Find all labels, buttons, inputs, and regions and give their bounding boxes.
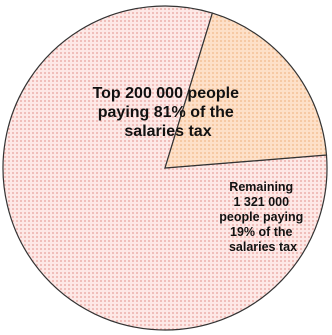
- pie-slice-remaining: [164, 12, 328, 169]
- pie-labels: Top 200 000 people paying 81% of the sal…: [93, 85, 307, 254]
- slice-label-line: people paying: [219, 210, 303, 224]
- slice-label-line: 19% of the: [230, 225, 293, 239]
- slice-label-line: 1 321 000: [233, 195, 289, 209]
- pie-slices: [2, 5, 328, 331]
- slice-label-line: salaries tax: [124, 123, 211, 140]
- slice-label-line: Top 200 000 people: [93, 85, 240, 102]
- slice-label-line: paying 81% of the: [98, 104, 234, 121]
- slice-label-top-200000: Top 200 000 people paying 81% of the sal…: [93, 85, 244, 140]
- slice-label-line: Remaining: [229, 180, 293, 194]
- slice-label-remaining: Remaining 1 321 000 people paying 19% of…: [219, 180, 307, 254]
- slice-label-line: salaries tax: [229, 240, 297, 254]
